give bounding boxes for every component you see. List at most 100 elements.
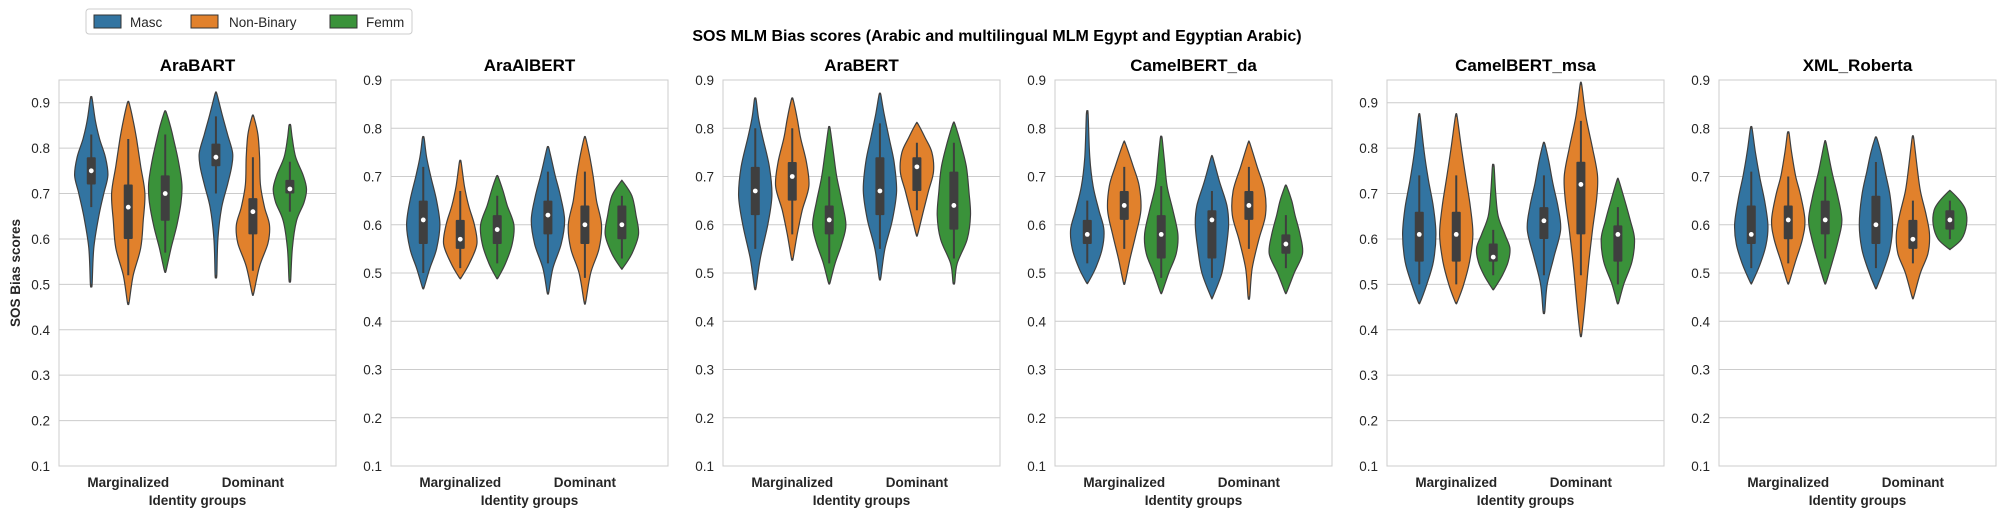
- violin-dominant-non-binary: [235, 114, 271, 297]
- violin-dominant-masc: [1194, 154, 1230, 300]
- violin-iqr-box: [1908, 219, 1918, 249]
- violin-body: [1069, 109, 1105, 285]
- x-axis-label: Identity groups: [1809, 493, 1907, 508]
- panel-frame: [58, 79, 337, 467]
- y-tick-label: 0.3: [31, 368, 50, 383]
- violin-median: [1121, 203, 1127, 208]
- y-tick-label: 0.7: [1027, 170, 1046, 185]
- y-tick-label: 0.5: [1691, 266, 1710, 281]
- violin-marginalized-non-binary: [442, 159, 478, 280]
- violin-dominant-femm: [1600, 177, 1636, 305]
- violin-median: [752, 188, 758, 194]
- violin-dominant-masc: [530, 145, 566, 295]
- violin-median: [1158, 232, 1164, 237]
- violin-median: [420, 217, 426, 223]
- violin-dominant-non-binary: [1895, 135, 1931, 300]
- x-axis-label: Identity groups: [1477, 493, 1575, 508]
- violin-marginalized-non-binary: [1106, 140, 1142, 286]
- violin-median: [1873, 222, 1879, 228]
- x-tick-label: Dominant: [1550, 475, 1613, 490]
- y-tick-label: 0.8: [1359, 141, 1378, 156]
- violin-dominant-non-binary: [1563, 81, 1599, 338]
- panel-arabart: 0.1 0.2 0.3 0.4 0.5 0.6 0.7 0.8 0.9 AraBART Margin…: [31, 56, 337, 508]
- violin-iqr-box: [1156, 215, 1166, 259]
- y-tick-label: 0.2: [1691, 411, 1710, 426]
- figure-title: SOS MLM Bias scores (Arabic and multilin…: [692, 28, 1301, 45]
- violin-dominant-femm: [936, 121, 972, 285]
- y-tick-label: 0.8: [1027, 121, 1046, 136]
- panel-title: AraBART: [160, 56, 236, 75]
- violin-marginalized-non-binary: [1770, 131, 1806, 285]
- y-tick-label: 0.7: [363, 170, 382, 185]
- panel-title: XML_Roberta: [1803, 56, 1913, 75]
- y-tick-label: 0.5: [31, 277, 50, 292]
- panel-title: AraAlBERT: [484, 56, 576, 75]
- y-tick-label: 0.6: [1691, 218, 1710, 233]
- violin-iqr-box: [1207, 210, 1217, 259]
- x-tick-label: Dominant: [222, 475, 285, 490]
- violin-marginalized-non-binary: [110, 100, 146, 306]
- violin-median: [250, 209, 256, 215]
- y-tick-label: 0.6: [363, 218, 382, 233]
- violin-marginalized-femm: [811, 125, 847, 285]
- violin-median: [1578, 182, 1584, 187]
- y-axis-label: SOS Bias scores: [8, 219, 23, 327]
- violin-dominant-masc: [1858, 136, 1894, 290]
- y-tick-label: 0.3: [1691, 363, 1710, 378]
- panel-frame: [1718, 79, 1997, 467]
- y-tick-label: 0.7: [1691, 170, 1710, 185]
- x-tick-label: Dominant: [554, 475, 617, 490]
- y-tick-label: 0.6: [1027, 218, 1046, 233]
- y-tick-label: 0.1: [1027, 459, 1046, 474]
- violin-median: [826, 217, 832, 223]
- violin-median: [213, 154, 219, 160]
- y-tick-label: 0.9: [1359, 96, 1378, 111]
- panel-frame: [1386, 79, 1665, 467]
- y-tick-label: 0.7: [1359, 187, 1378, 202]
- violin-median: [1541, 218, 1547, 224]
- violin-median: [1947, 217, 1953, 223]
- violin-iqr-box: [543, 200, 553, 235]
- panel-background: [59, 80, 336, 466]
- panel-frame: [1054, 79, 1333, 467]
- x-axis-label: Identity groups: [1145, 493, 1243, 508]
- y-tick-label: 0.8: [31, 141, 50, 156]
- y-tick-label: 0.9: [1027, 73, 1046, 88]
- legend-swatch-non-binary: [190, 14, 219, 29]
- violin-iqr-box: [1746, 205, 1756, 245]
- violin-dominant-non-binary: [567, 135, 603, 305]
- y-tick-label: 0.6: [695, 218, 714, 233]
- violin-iqr-box: [912, 157, 922, 191]
- violin-median: [1246, 203, 1252, 208]
- panel-frame: [722, 79, 1001, 467]
- y-tick-label: 0.2: [695, 411, 714, 426]
- x-tick-label: Marginalized: [1415, 475, 1497, 490]
- violin-median: [1785, 217, 1791, 223]
- legend-label-masc: Masc: [130, 15, 163, 30]
- violin-iqr-box: [1082, 219, 1092, 245]
- panel-arabert: 0.1 0.2 0.3 0.4 0.5 0.6 0.7 0.8 0.9 AraBERT Margin…: [695, 56, 1001, 508]
- panel-camelbert-msa: 0.1 0.2 0.3 0.4 0.5 0.6 0.7 0.8 0.9 CamelBERT_msa…: [1359, 56, 1665, 508]
- legend-label-femm: Femm: [366, 15, 404, 30]
- violin-median: [582, 222, 588, 228]
- violin-iqr-box: [787, 162, 797, 201]
- violin-dominant-femm: [1932, 189, 1968, 251]
- panels: 0.1 0.2 0.3 0.4 0.5 0.6 0.7 0.8 0.9 AraBART Margin…: [8, 56, 1997, 508]
- violin-dominant-masc: [862, 92, 898, 281]
- y-tick-label: 0.2: [1359, 414, 1378, 429]
- violin-median: [494, 227, 500, 232]
- violin-iqr-box: [1576, 161, 1586, 235]
- y-tick-label: 0.1: [1691, 459, 1710, 474]
- y-tick-label: 0.4: [363, 314, 382, 329]
- y-tick-label: 0.3: [1359, 368, 1378, 383]
- x-axis-label: Identity groups: [813, 493, 911, 508]
- y-tick-label: 0.3: [363, 363, 382, 378]
- y-tick-label: 0.5: [1359, 277, 1378, 292]
- violin-marginalized-masc: [1069, 109, 1105, 285]
- violin-median: [951, 203, 957, 208]
- x-tick-label: Dominant: [1218, 475, 1281, 490]
- violin-median: [1910, 236, 1916, 242]
- x-axis-label: Identity groups: [481, 493, 579, 508]
- y-tick-label: 0.2: [1027, 411, 1046, 426]
- y-tick-label: 0.4: [1359, 323, 1378, 338]
